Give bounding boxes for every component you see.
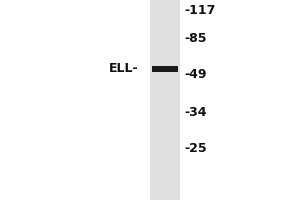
Text: -49: -49 (184, 68, 207, 82)
Bar (150, 0, 180, 200)
Text: -117: -117 (184, 4, 216, 18)
Text: -25: -25 (184, 142, 207, 156)
Text: ELL-: ELL- (108, 62, 138, 75)
Bar (152, 66, 178, 72)
Text: -85: -85 (184, 32, 207, 46)
Text: -34: -34 (184, 106, 207, 119)
